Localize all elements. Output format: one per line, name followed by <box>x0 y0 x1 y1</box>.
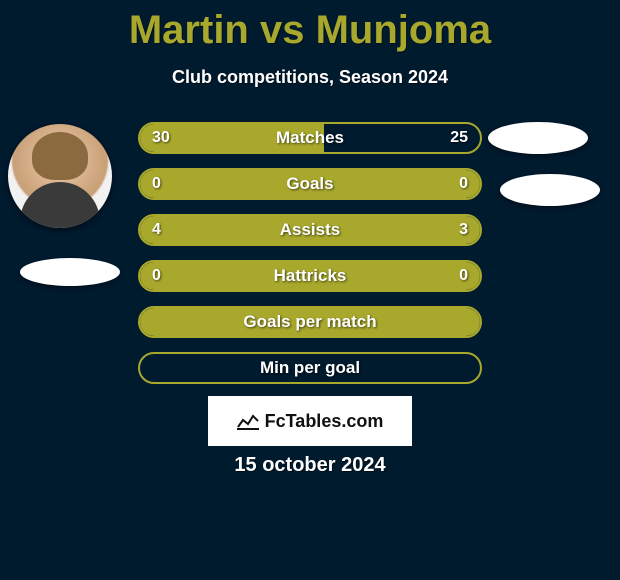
bar-value-right: 0 <box>447 170 480 198</box>
brand-text: FcTables.com <box>265 411 384 432</box>
bar-label: Goals per match <box>140 308 480 336</box>
subtitle: Club competitions, Season 2024 <box>0 67 620 88</box>
bar-assists: 4 Assists 3 <box>138 214 482 246</box>
bar-goals-per-match: Goals per match <box>138 306 482 338</box>
bar-value-right: 3 <box>447 216 480 244</box>
brand-badge: FcTables.com <box>208 396 412 446</box>
bar-hattricks: 0 Hattricks 0 <box>138 260 482 292</box>
bar-label: Goals <box>140 170 480 198</box>
player-right-placeholder-2 <box>500 174 600 206</box>
date-text: 15 october 2024 <box>0 454 620 477</box>
bar-label: Assists <box>140 216 480 244</box>
bar-label: Hattricks <box>140 262 480 290</box>
chart-icon <box>237 412 259 430</box>
bar-label: Matches <box>140 124 480 152</box>
bar-min-per-goal: Min per goal <box>138 352 482 384</box>
bar-value-right: 25 <box>438 124 480 152</box>
page-title: Martin vs Munjoma <box>0 0 620 53</box>
bar-label: Min per goal <box>140 354 480 382</box>
player-left-placeholder <box>20 258 120 286</box>
player-right-placeholder-1 <box>488 122 588 154</box>
bar-goals: 0 Goals 0 <box>138 168 482 200</box>
player-left-avatar <box>8 124 112 228</box>
bar-matches: 30 Matches 25 <box>138 122 482 154</box>
stat-bars: 30 Matches 25 0 Goals 0 4 Assists 3 0 Ha… <box>138 122 482 398</box>
bar-value-right: 0 <box>447 262 480 290</box>
